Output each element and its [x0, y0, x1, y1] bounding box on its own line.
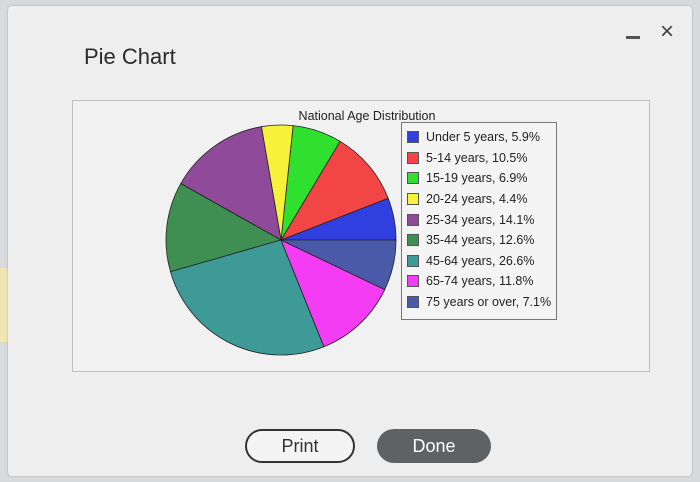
legend-item: 5-14 years, 10.5%	[402, 148, 556, 169]
legend-label: 25-34 years, 14.1%	[426, 212, 535, 227]
chart-legend: Under 5 years, 5.9% 5-14 years, 10.5% 15-1…	[401, 122, 557, 320]
pie-slice-8	[280, 239, 397, 291]
legend-item: 35-44 years, 12.6%	[402, 230, 556, 251]
legend-swatch	[407, 213, 419, 226]
chart-title: National Age Distribution	[298, 109, 436, 123]
pie-slice-1	[280, 140, 389, 241]
pie-slice-5	[165, 183, 283, 273]
legend-swatch	[407, 296, 419, 309]
legend-item: 15-19 years, 6.9%	[402, 168, 556, 189]
pie-slice-4	[180, 126, 282, 241]
pie-chart-window: Pie Chart × National Age Distribution Un…	[8, 6, 692, 476]
legend-item: 45-64 years, 26.6%	[402, 251, 556, 272]
done-button[interactable]: Done	[377, 429, 491, 463]
legend-item: Under 5 years, 5.9%	[402, 127, 556, 148]
legend-swatch	[407, 193, 419, 206]
chart-frame: National Age Distribution Under 5 years,…	[72, 100, 650, 372]
pie-slice-7	[280, 239, 386, 348]
legend-label: 15-19 years, 6.9%	[426, 171, 528, 186]
legend-item: 20-24 years, 4.4%	[402, 189, 556, 210]
minimize-icon[interactable]	[626, 36, 640, 39]
legend-item: 65-74 years, 11.8%	[402, 271, 556, 292]
legend-label: 5-14 years, 10.5%	[426, 150, 528, 165]
legend-label: 35-44 years, 12.6%	[426, 233, 535, 248]
legend-label: 65-74 years, 11.8%	[426, 274, 534, 289]
legend-item: 75 years or over, 7.1%	[402, 292, 556, 313]
legend-swatch	[407, 131, 419, 144]
legend-swatch	[407, 275, 419, 288]
legend-label: 20-24 years, 4.4%	[426, 192, 528, 207]
window-title: Pie Chart	[84, 44, 176, 69]
pie-chart	[165, 124, 397, 356]
legend-swatch	[407, 234, 419, 247]
legend-label: 45-64 years, 26.6%	[426, 253, 535, 268]
pie-slice-6	[169, 239, 325, 356]
legend-swatch	[407, 172, 419, 185]
print-button[interactable]: Print	[245, 429, 355, 463]
legend-item: 25-34 years, 14.1%	[402, 209, 556, 230]
legend-swatch	[407, 254, 419, 267]
legend-swatch	[407, 151, 419, 164]
background-strip	[0, 268, 8, 342]
legend-label: Under 5 years, 5.9%	[426, 130, 540, 145]
close-icon[interactable]: ×	[660, 18, 675, 45]
legend-label: 75 years or over, 7.1%	[426, 295, 552, 310]
